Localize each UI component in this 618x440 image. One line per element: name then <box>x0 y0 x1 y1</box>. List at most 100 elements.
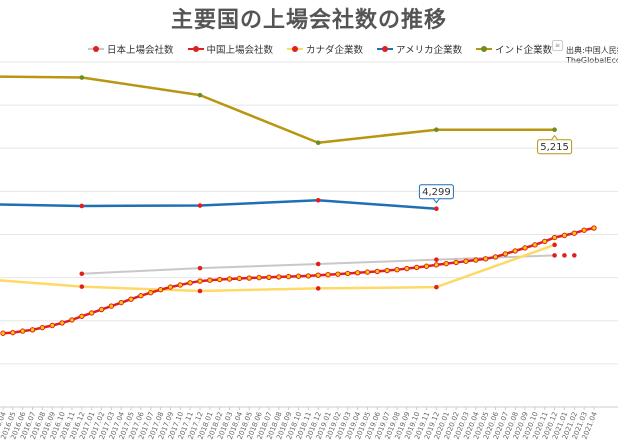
data-point <box>532 242 538 248</box>
data-point <box>79 271 85 277</box>
data-point <box>571 230 577 236</box>
source-note: 出典:中国人民銀 TheGlobalEco <box>566 46 618 66</box>
data-point <box>335 271 341 277</box>
data-point <box>453 259 459 266</box>
legend-item[interactable]: 日本上場会社数 <box>88 42 174 56</box>
data-point <box>39 324 46 331</box>
data-point <box>79 284 85 289</box>
data-point <box>502 251 509 257</box>
data-point <box>434 206 439 212</box>
data-point <box>315 140 321 146</box>
data-point <box>434 257 439 262</box>
annotation-label: 4,299 <box>422 187 451 198</box>
data-point <box>226 276 233 282</box>
legend-item[interactable]: カナダ企業数 <box>287 42 363 56</box>
data-point <box>315 197 321 203</box>
data-point <box>79 203 85 209</box>
series-line <box>2 226 595 335</box>
legend-label: カナダ企業数 <box>306 45 364 56</box>
data-point <box>591 225 597 231</box>
chart-title: 主要国の上場会社数の推移 <box>170 8 447 33</box>
legend-marker <box>192 46 199 52</box>
data-point <box>197 288 203 294</box>
data-point <box>197 203 203 208</box>
legend-item[interactable]: 中国上場会社数 <box>187 42 273 56</box>
data-point <box>473 257 479 263</box>
data-point <box>562 253 567 258</box>
data-point <box>236 275 243 282</box>
series-line <box>0 75 555 144</box>
legend-symbol <box>287 45 304 53</box>
legend-label: 日本上場会社数 <box>107 45 174 56</box>
data-point <box>157 287 164 293</box>
data-point <box>345 270 351 277</box>
data-point <box>394 266 400 273</box>
data-point <box>118 299 124 306</box>
data-point <box>108 303 115 309</box>
data-point <box>29 327 36 333</box>
data-point <box>522 245 528 251</box>
data-point <box>325 271 331 278</box>
legend-symbol <box>377 45 394 53</box>
data-point <box>492 254 499 260</box>
data-point <box>167 284 174 290</box>
data-point <box>49 322 55 329</box>
data-point <box>384 267 390 274</box>
legend-marker <box>382 46 389 52</box>
legend-marker <box>481 46 488 52</box>
legend-marker <box>292 46 299 52</box>
data-point <box>354 270 361 276</box>
legend-symbol <box>88 45 104 53</box>
series-line <box>0 243 556 293</box>
data-point <box>20 328 26 334</box>
data-point <box>423 263 430 269</box>
series-line <box>0 199 437 210</box>
chart-legend: 日本上場会社数 中国上場会社数 カナダ企業数 アメリカ企業数 インド企業数 <box>88 41 566 57</box>
source-line-1: 出典:中国人民銀 <box>566 46 618 55</box>
data-point <box>581 227 587 233</box>
data-point <box>433 262 440 268</box>
data-point <box>434 127 439 133</box>
annotation-label: 5,215 <box>540 142 569 153</box>
data-point <box>148 290 154 296</box>
data-point <box>285 273 292 280</box>
data-point <box>69 317 75 323</box>
data-point <box>414 264 420 271</box>
data-point <box>512 248 518 254</box>
data-point <box>197 278 203 284</box>
source-line-2: TheGlobalEco <box>566 56 618 65</box>
data-point <box>552 127 557 133</box>
data-point <box>177 282 184 288</box>
data-point <box>434 284 439 290</box>
legend-item[interactable]: インド企業数 <box>476 42 552 56</box>
legend-symbol <box>476 45 493 53</box>
data-point <box>98 306 105 313</box>
data-point <box>552 242 557 248</box>
legend-label: インド企業数 <box>495 45 553 56</box>
data-point <box>88 310 95 316</box>
data-point <box>463 258 469 264</box>
data-point <box>295 273 302 279</box>
data-point <box>364 269 371 275</box>
data-point <box>217 276 223 283</box>
export-menu-icon[interactable]: ≡ <box>552 40 563 51</box>
data-point <box>207 277 213 283</box>
data-point <box>10 329 16 336</box>
data-point <box>315 286 321 291</box>
data-point <box>404 265 410 272</box>
data-point <box>315 272 321 278</box>
annotation-pointer <box>551 134 558 141</box>
data-point <box>276 274 282 280</box>
data-point <box>187 280 193 286</box>
data-point <box>79 75 85 80</box>
data-point <box>256 274 262 281</box>
data-point <box>572 253 577 258</box>
data-point <box>443 260 449 267</box>
data-point <box>246 275 252 281</box>
data-point <box>482 256 489 262</box>
data-point <box>542 238 548 245</box>
legend-item[interactable]: アメリカ企業数 <box>377 42 462 56</box>
data-point <box>0 330 6 336</box>
